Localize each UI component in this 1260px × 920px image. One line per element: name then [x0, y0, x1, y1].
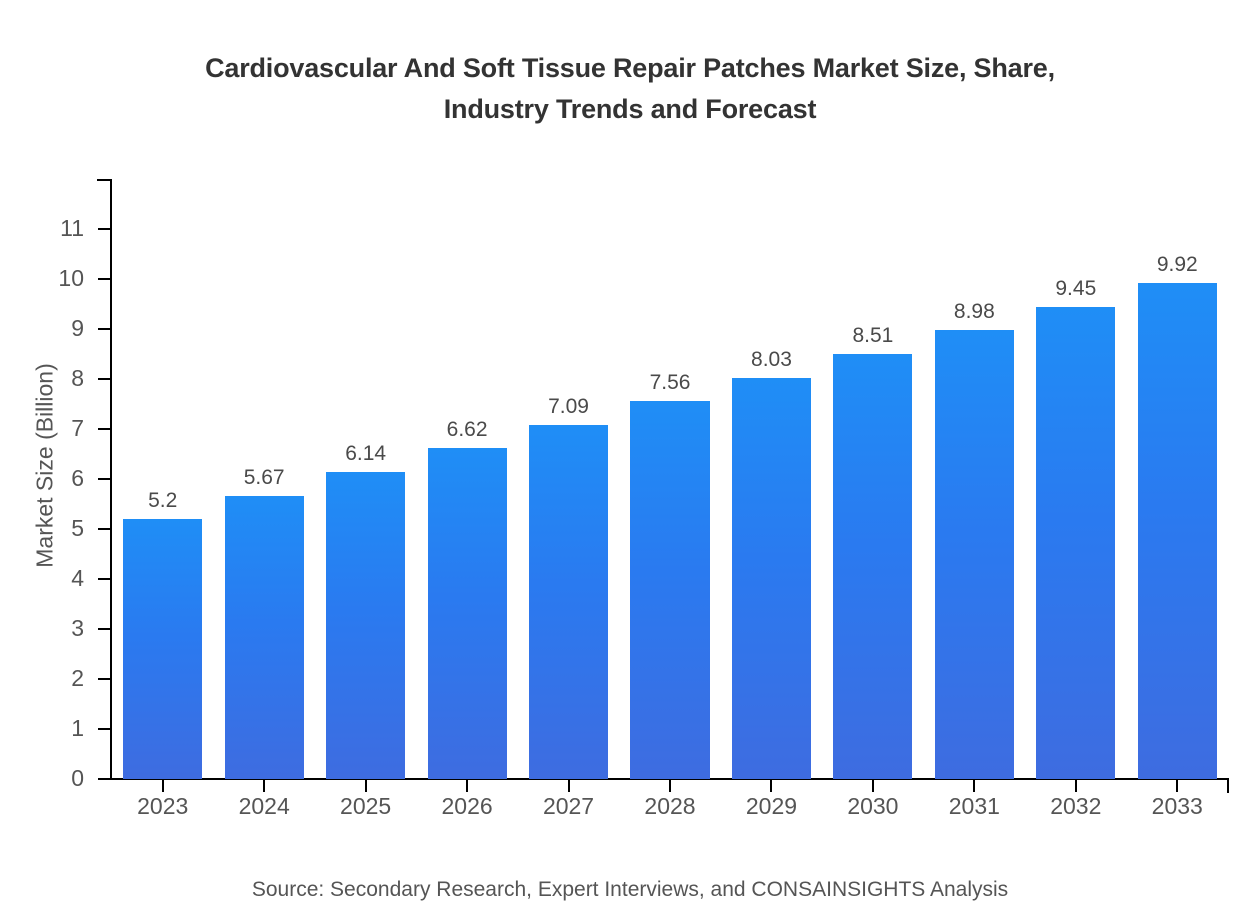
bar-2024[interactable]: [224, 495, 304, 779]
y-axis-tick-label: 7: [71, 415, 84, 441]
bar-value-label-2023: 5.2: [148, 489, 178, 512]
y-axis-tick-label: 11: [60, 215, 84, 241]
bar-value-label-2027: 7.09: [548, 394, 589, 418]
x-axis-tick: [466, 779, 469, 792]
x-axis-tick-label: 2030: [847, 793, 899, 819]
y-axis-tick: [98, 778, 111, 780]
chart-title-line-2: Industry Trends and Forecast: [443, 94, 817, 124]
x-axis-tick-label: 2023: [137, 793, 189, 819]
bar-2031[interactable]: [934, 330, 1014, 779]
y-axis-tick: [98, 578, 111, 580]
y-axis-tick-label: 2: [71, 665, 84, 691]
x-axis-tick: [1074, 779, 1077, 792]
y-axis-tick-label: 8: [71, 365, 84, 391]
x-axis-right-cap: [1227, 778, 1229, 793]
bar-2028[interactable]: [630, 401, 710, 779]
bar-value-label-2028: 7.56: [649, 371, 691, 394]
x-axis-tick-label: 2033: [1151, 793, 1203, 819]
y-axis-spine: [110, 179, 112, 780]
y-axis-tick-label: 5: [71, 515, 84, 541]
y-axis-tick-label: 9: [71, 315, 84, 341]
bar-value-label-2033: 9.92: [1156, 253, 1198, 276]
x-axis-tick: [770, 779, 773, 792]
x-axis-tick-label: 2028: [644, 793, 696, 819]
x-axis-tick-label: 2027: [542, 793, 595, 819]
x-axis-tick: [1176, 779, 1179, 792]
bar-2032[interactable]: [1036, 306, 1116, 779]
x-axis-tick-label: 2032: [1050, 793, 1102, 819]
bar-value-label-2030: 8.51: [852, 323, 894, 347]
y-axis-tick: [98, 378, 111, 380]
y-axis-tick-label: 6: [71, 465, 84, 491]
bar-2026[interactable]: [427, 448, 507, 779]
y-axis-tick-label: 3: [71, 615, 84, 641]
source-note: Source: Secondary Research, Expert Inter…: [251, 878, 1009, 901]
x-axis-tick-label: 2026: [441, 793, 493, 819]
y-axis-top-cap: [97, 179, 112, 181]
bar-value-label-2025: 6.14: [345, 442, 387, 465]
bar-2033[interactable]: [1137, 283, 1217, 779]
y-axis-tick: [98, 728, 111, 730]
bar-2029[interactable]: [731, 377, 811, 779]
y-axis-tick: [98, 228, 111, 230]
x-axis-tick: [871, 779, 874, 792]
bar-value-label-2026: 6.62: [446, 418, 488, 441]
x-axis-tick: [161, 779, 164, 792]
x-axis-tick: [263, 779, 266, 792]
y-axis-tick: [98, 678, 111, 680]
x-axis-tick-label: 2025: [340, 793, 392, 819]
bar-value-label-2031: 8.98: [953, 300, 995, 323]
bar-2030[interactable]: [833, 353, 913, 779]
y-axis-tick: [98, 478, 111, 480]
y-axis-tick-label: 10: [58, 265, 84, 291]
bar-value-label-2024: 5.67: [243, 465, 285, 489]
chart-title-line-1: Cardiovascular And Soft Tissue Repair Pa…: [205, 53, 1055, 83]
page-title: Cardiovascular And Soft Tissue Repair Pa…: [130, 48, 1130, 130]
y-axis-tick-label: 0: [71, 765, 84, 791]
y-axis-tick: [98, 428, 111, 430]
y-axis-tick: [98, 528, 111, 530]
x-axis-tick-label: 2024: [238, 793, 290, 819]
bar-2023[interactable]: [123, 519, 203, 779]
bar-2025[interactable]: [326, 472, 406, 779]
x-axis-tick: [364, 779, 367, 792]
x-axis-tick: [973, 779, 976, 792]
y-axis-tick: [98, 328, 111, 330]
bar-2027[interactable]: [528, 424, 609, 779]
x-axis-tick-label: 2029: [745, 793, 798, 819]
bar-value-label-2032: 9.45: [1055, 276, 1097, 300]
bar-value-label-2029: 8.03: [751, 347, 792, 371]
x-axis-tick: [669, 779, 671, 792]
x-axis-tick-label: 2031: [948, 793, 1000, 819]
y-axis-tick: [98, 628, 111, 630]
y-axis-tick-label: 1: [71, 715, 84, 741]
y-axis-tick: [98, 278, 111, 280]
x-axis-tick: [567, 779, 570, 792]
y-axis-tick-label: 4: [71, 565, 84, 591]
